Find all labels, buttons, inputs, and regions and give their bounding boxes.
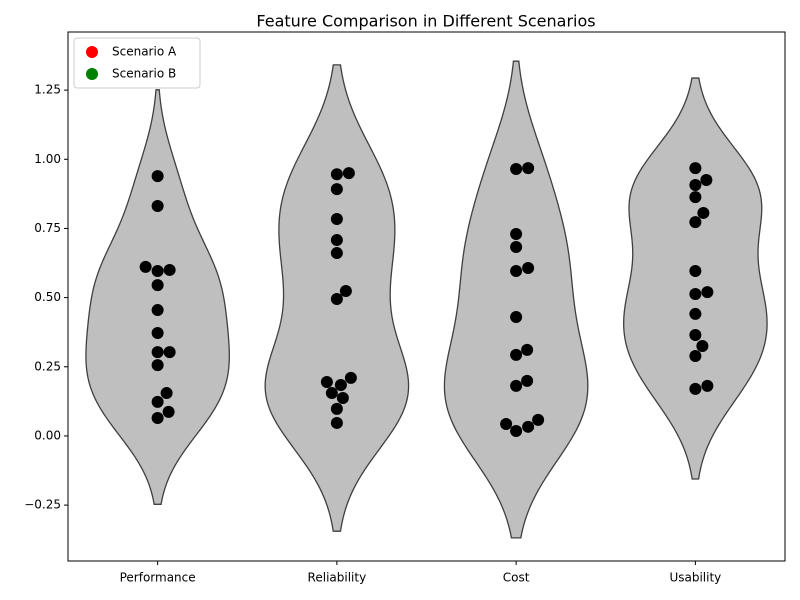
- data-point: [701, 379, 714, 392]
- data-point: [330, 402, 343, 415]
- violin: [443, 60, 589, 539]
- data-point: [701, 286, 714, 299]
- data-point: [160, 387, 173, 400]
- data-point: [330, 234, 343, 247]
- data-point: [151, 200, 164, 213]
- data-point: [696, 340, 709, 353]
- data-point: [510, 310, 523, 323]
- data-point: [689, 382, 702, 395]
- data-point: [339, 284, 352, 297]
- data-point: [510, 240, 523, 253]
- data-point: [510, 227, 523, 240]
- data-point: [522, 420, 535, 433]
- data-point: [697, 206, 710, 219]
- data-point: [151, 346, 164, 359]
- data-point: [330, 183, 343, 196]
- data-point: [151, 395, 164, 408]
- data-point: [330, 247, 343, 260]
- data-point: [151, 304, 164, 317]
- data-point: [689, 328, 702, 341]
- data-point: [163, 346, 176, 359]
- x-tick-label: Usability: [669, 571, 721, 585]
- data-point: [330, 168, 343, 181]
- x-tick-label: Reliability: [308, 571, 367, 585]
- data-point: [689, 216, 702, 229]
- data-point: [532, 413, 545, 426]
- data-point: [510, 424, 523, 437]
- data-point: [689, 288, 702, 301]
- data-point: [510, 265, 523, 278]
- plot-frame: [67, 31, 786, 562]
- x-tick-label: Cost: [503, 571, 530, 585]
- data-point: [522, 162, 535, 175]
- data-point: [500, 418, 513, 431]
- data-point: [521, 343, 534, 356]
- chart-title: Feature Comparison in Different Scenario…: [256, 12, 595, 31]
- data-point: [162, 405, 175, 418]
- y-tick-label: 1.25: [34, 83, 61, 97]
- data-point: [334, 379, 347, 392]
- data-point: [689, 179, 702, 192]
- legend-label: Scenario B: [112, 67, 176, 81]
- data-point: [689, 191, 702, 204]
- y-tick-label: 0.00: [34, 428, 61, 442]
- data-point: [510, 348, 523, 361]
- violin: [85, 89, 230, 505]
- y-tick-label: 1.00: [34, 152, 61, 166]
- y-tick-label: −0.25: [24, 498, 61, 512]
- y-tick-label: 0.50: [34, 290, 61, 304]
- data-point: [342, 167, 355, 180]
- data-point: [151, 359, 164, 372]
- data-point: [700, 174, 713, 187]
- data-point: [510, 162, 523, 175]
- data-point: [151, 170, 164, 183]
- legend-label: Scenario A: [112, 45, 177, 59]
- data-point: [330, 416, 343, 429]
- legend-marker: [86, 68, 98, 80]
- legend-box: [73, 37, 201, 89]
- legend-marker: [86, 46, 98, 58]
- data-point: [510, 379, 523, 392]
- data-point: [336, 392, 349, 405]
- violin: [623, 77, 768, 480]
- data-point: [139, 260, 152, 273]
- y-tick-label: 0.75: [34, 221, 61, 235]
- data-point: [689, 162, 702, 175]
- data-point: [151, 411, 164, 424]
- data-point: [689, 265, 702, 278]
- y-tick-label: 0.25: [34, 359, 61, 373]
- data-point: [151, 279, 164, 292]
- data-point: [320, 375, 333, 388]
- data-point: [521, 374, 534, 387]
- x-tick-label: Performance: [120, 571, 196, 585]
- data-point: [325, 387, 338, 400]
- data-point: [151, 265, 164, 278]
- data-point: [163, 263, 176, 276]
- data-point: [689, 349, 702, 362]
- data-point: [522, 262, 535, 275]
- data-point: [330, 213, 343, 226]
- data-point: [689, 307, 702, 320]
- data-point: [151, 327, 164, 340]
- data-point: [330, 292, 343, 305]
- data-point: [344, 371, 357, 384]
